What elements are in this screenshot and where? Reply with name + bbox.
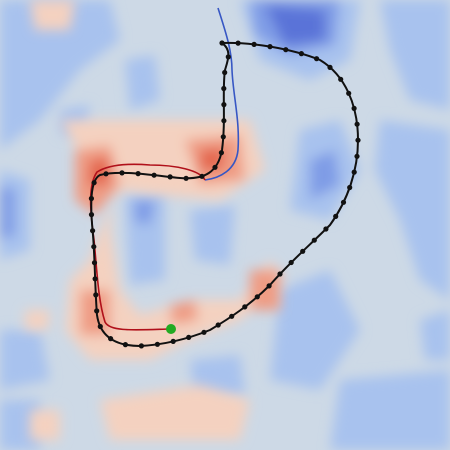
trajectory-sample-point <box>333 213 339 219</box>
trajectory-sample-point <box>201 329 207 335</box>
trajectory-sample-point <box>221 85 227 92</box>
blue-region <box>125 55 160 110</box>
trajectory-sample-point <box>266 283 272 289</box>
trajectory-sample-point <box>103 171 109 177</box>
red-region <box>30 410 60 440</box>
blue-region <box>270 270 360 390</box>
trajectory-sample-point <box>220 134 226 140</box>
blue-region <box>420 310 450 360</box>
trajectory-sample-points <box>88 40 361 349</box>
trajectory-sample-point <box>225 54 231 60</box>
trajectory-sample-point <box>251 41 257 48</box>
blue-region <box>0 330 50 390</box>
trajectory-sample-point <box>218 150 224 156</box>
trajectory-sample-point <box>254 294 260 300</box>
trajectory-sample-point <box>151 172 157 178</box>
trajectory-sample-point <box>300 248 306 254</box>
trajectory-sample-point <box>212 164 218 170</box>
blue-region <box>380 0 450 110</box>
trajectory-sample-point <box>221 118 227 124</box>
trajectory-sample-point <box>90 228 96 234</box>
trajectory-sample-point <box>351 169 357 175</box>
trajectory-sample-point <box>351 105 357 111</box>
trajectory-sample-point <box>229 313 235 319</box>
start-point-marker <box>166 324 176 334</box>
blue-trajectory-line <box>204 7 240 181</box>
trajectory-sample-point <box>94 308 100 314</box>
trajectory-sample-point <box>91 260 98 266</box>
trajectory-sample-point <box>93 292 99 298</box>
trajectory-sample-point <box>97 323 103 330</box>
trajectory-sample-point <box>346 90 352 96</box>
trajectory-sample-point <box>170 338 176 344</box>
trajectory-sample-point <box>119 170 125 176</box>
trajectory-sample-point <box>92 276 98 282</box>
blue-region <box>375 120 450 300</box>
trajectory-sample-point <box>354 153 360 159</box>
blue-region <box>265 5 325 45</box>
blue-region <box>330 370 450 450</box>
trajectory-sample-point <box>167 174 173 180</box>
blue-region <box>310 150 340 200</box>
blue-region <box>135 200 155 225</box>
trajectory-sample-point <box>288 259 294 266</box>
trajectory-sample-point <box>355 137 361 143</box>
red-region <box>100 385 250 440</box>
blue-region <box>0 0 120 150</box>
trajectory-sample-point <box>91 244 97 250</box>
trajectory-sample-point <box>338 76 344 82</box>
trajectory-sample-point <box>154 341 160 347</box>
trajectory-sample-point <box>186 334 192 340</box>
trajectory-sample-point <box>277 271 283 277</box>
trajectory-sample-point <box>323 226 329 232</box>
red-region <box>170 300 198 325</box>
trajectory-sample-point <box>122 342 128 348</box>
blue-region <box>0 185 15 240</box>
trajectory-sample-point <box>91 180 97 186</box>
trajectory-sample-point <box>199 173 205 179</box>
trajectory-sample-point <box>311 237 317 243</box>
trajectory-sample-point <box>221 102 227 108</box>
blue-region <box>190 205 235 265</box>
trajectory-sample-point <box>314 56 320 62</box>
trajectory-sample-point <box>242 304 248 310</box>
trajectory-sample-point <box>135 171 141 177</box>
trajectory-sample-point <box>138 343 144 349</box>
red-region <box>30 0 75 30</box>
red-region <box>25 310 50 330</box>
trajectory-sample-point <box>235 40 241 46</box>
trajectory-sample-point <box>267 44 273 50</box>
trajectory-sample-point <box>340 199 347 205</box>
trajectory-sample-point <box>219 40 225 46</box>
trajectory-sample-point <box>108 336 114 342</box>
trajectory-sample-point <box>327 64 333 70</box>
trajectory-sample-point <box>354 121 360 127</box>
trajectory-sample-point <box>347 184 353 191</box>
trajectory-sample-point <box>283 47 289 53</box>
trajectory-sample-point <box>88 195 94 202</box>
trajectory-sample-point <box>88 212 95 218</box>
trajectory-sample-point <box>222 69 228 76</box>
trajectory-sample-point <box>298 51 304 57</box>
red-region <box>200 148 225 170</box>
trajectory-sample-point <box>215 322 221 328</box>
trajectory-sample-point <box>183 175 189 181</box>
